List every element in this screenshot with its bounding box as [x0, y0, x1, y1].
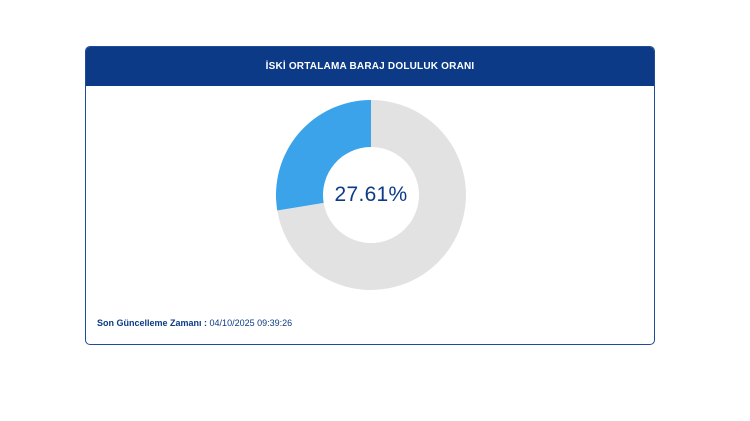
card-header: İSKİ ORTALAMA BARAJ DOLULUK ORANI	[86, 47, 654, 86]
last-update-value: 04/10/2025 09:39:26	[209, 318, 293, 328]
last-update-label: Son Güncelleme Zamanı :	[97, 318, 208, 328]
donut-filled-segment	[276, 100, 371, 211]
donut-svg	[276, 100, 466, 290]
donut-empty-segment	[277, 100, 466, 290]
occupancy-donut-chart: 27.61%	[276, 100, 466, 290]
last-update: Son Güncelleme Zamanı : 04/10/2025 09:39…	[97, 318, 292, 328]
card-title: İSKİ ORTALAMA BARAJ DOLULUK ORANI	[265, 61, 475, 72]
occupancy-percentage: 27.61%	[334, 183, 408, 206]
dam-occupancy-card: İSKİ ORTALAMA BARAJ DOLULUK ORANI 27.61%…	[85, 46, 655, 345]
